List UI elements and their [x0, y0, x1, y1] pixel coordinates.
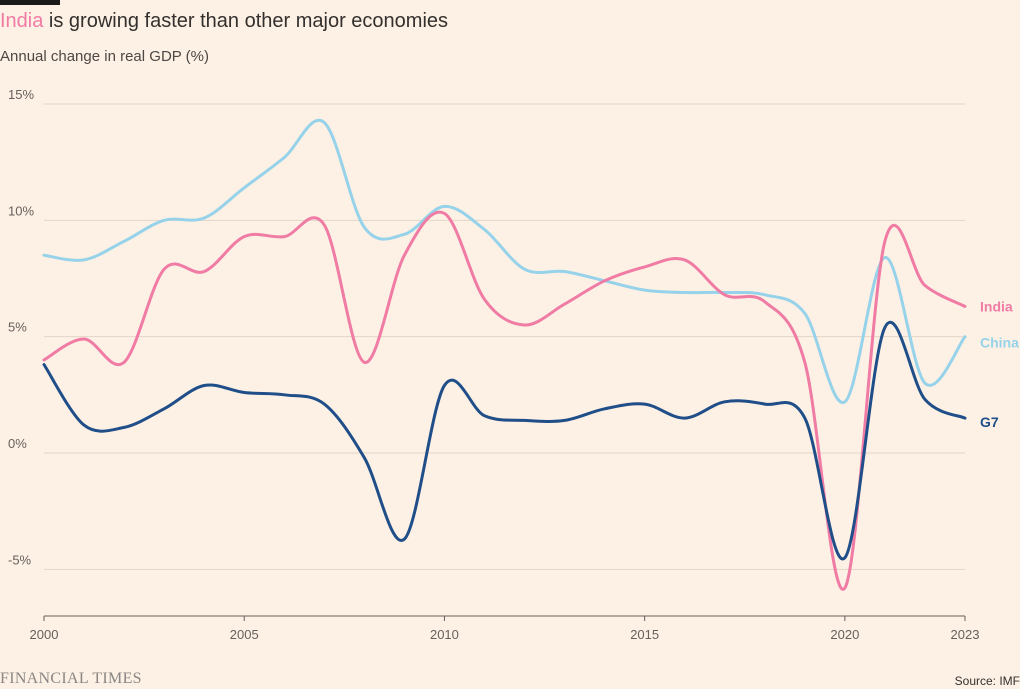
y-tick-label: 15% — [8, 87, 34, 102]
series-label-g7: G7 — [980, 414, 999, 430]
series-line-india — [42, 210, 967, 591]
source-note: Source: IMF — [954, 674, 1020, 688]
x-tick-label: 2010 — [430, 627, 459, 642]
publisher-logo: FINANCIAL TIMES — [0, 670, 142, 687]
series-line-china — [42, 118, 967, 404]
y-tick-label: -5% — [8, 552, 32, 567]
series-label-india: India — [980, 298, 1013, 314]
chart-title-rest: is growing faster than other major econo… — [43, 10, 449, 32]
chart-title: India is growing faster than other major… — [0, 10, 448, 33]
series-labels: China India G7 — [980, 298, 1019, 430]
series-label-china: China — [980, 335, 1019, 351]
y-tick-label: 0% — [8, 436, 27, 451]
x-tick-label: 2015 — [630, 627, 659, 642]
y-tick-label: 10% — [8, 203, 34, 218]
x-tick-label: 2000 — [30, 627, 59, 642]
series-line-g7 — [42, 321, 967, 561]
y-tick-label: 5% — [8, 320, 27, 335]
series-layer — [42, 118, 967, 591]
x-tick-label: 2020 — [830, 627, 859, 642]
x-tick-label: 2023 — [951, 627, 980, 642]
grid-layer: 15% 10% 5% 0% -5% — [8, 87, 965, 570]
chart-title-highlight: India — [0, 10, 44, 32]
chart-subtitle: Annual change in real GDP (%) — [0, 48, 210, 65]
x-axis: 2000 2005 2010 2015 2020 2023 — [30, 615, 980, 642]
x-tick-label: 2005 — [230, 627, 259, 642]
brand-accent-bar — [0, 0, 60, 5]
